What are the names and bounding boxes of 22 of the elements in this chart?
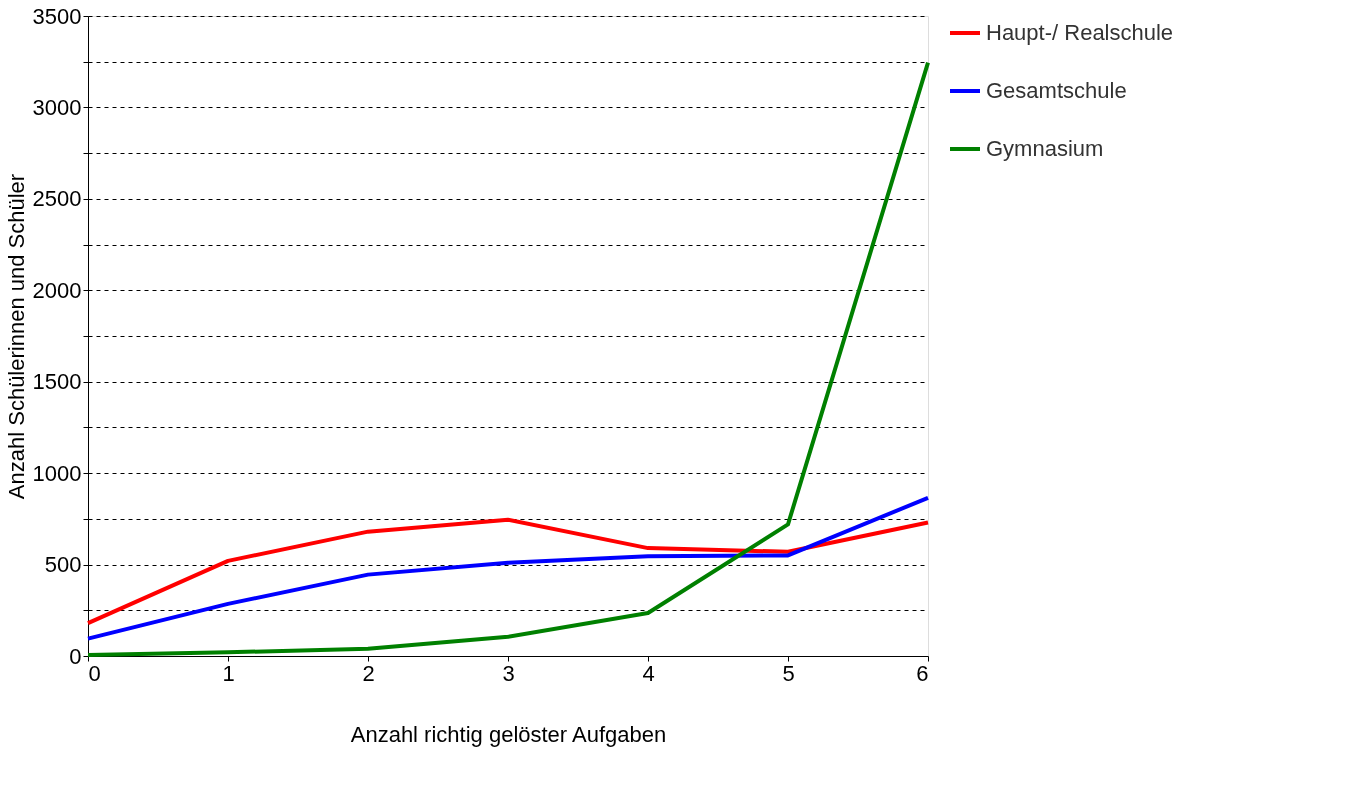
legend-label: Haupt-/ Realschule	[986, 20, 1174, 45]
y-tick-label: 1500	[32, 369, 82, 395]
y-axis-title: Anzahl Schülerinnen und Schüler	[3, 173, 29, 500]
x-axis-title: Anzahl richtig gelöster Aufgaben	[350, 721, 667, 747]
y-tick-label: 1000	[32, 460, 82, 486]
legend-label: Gymnasium	[986, 136, 1104, 161]
x-tick-label: 5	[782, 660, 795, 686]
y-tick-label: 3000	[32, 94, 82, 120]
y-tick-label: 2500	[32, 186, 82, 212]
y-tick-label: 500	[44, 552, 82, 578]
x-tick-label: 4	[642, 660, 655, 686]
x-tick-label: 2	[362, 660, 375, 686]
y-tick-label: 2000	[32, 277, 82, 303]
legend-label: Gesamtschule	[986, 78, 1127, 103]
x-tick-label: 1	[222, 660, 235, 686]
x-tick-label: 0	[88, 660, 101, 686]
line-series	[86, 517, 930, 626]
line-series	[86, 495, 930, 641]
y-tick-label: 0	[69, 643, 82, 669]
x-tick-label: 6	[916, 660, 929, 686]
x-tick-label: 3	[502, 660, 515, 686]
y-tick-label: 3500	[32, 3, 82, 29]
